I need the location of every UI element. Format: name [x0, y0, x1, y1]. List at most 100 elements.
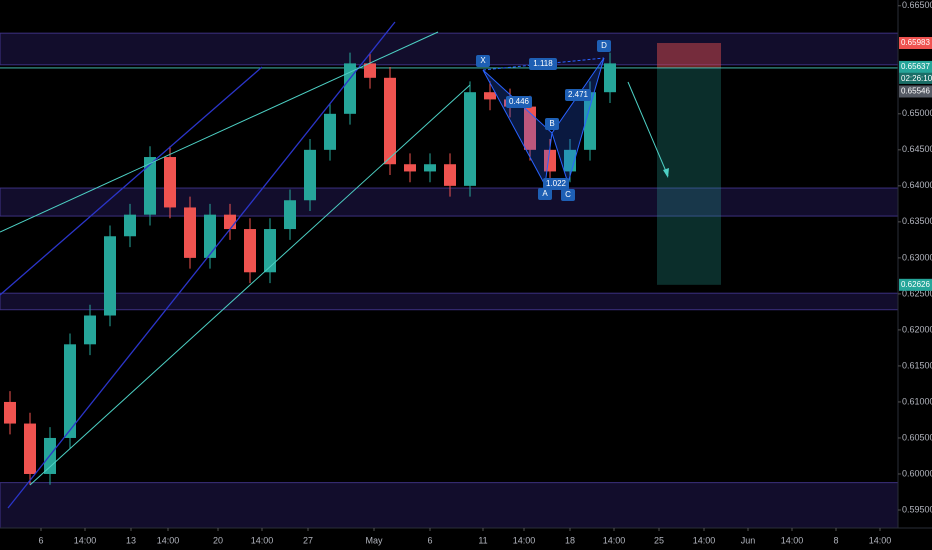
candle-body: [364, 63, 376, 78]
candle-body: [84, 315, 96, 345]
zone: [0, 292, 899, 311]
candle-body: [584, 92, 596, 150]
candle-body: [164, 157, 176, 208]
point-label: B: [549, 119, 554, 128]
y-tick-label: 0.62500: [902, 288, 932, 298]
x-tick-label: 14:00: [603, 535, 626, 545]
point-box: [597, 40, 611, 52]
candle-body: [304, 149, 316, 201]
zone: [0, 32, 899, 66]
x-tick-label: 14:00: [74, 535, 97, 545]
candle-body: [444, 164, 456, 186]
x-tick-label: 14:00: [157, 535, 180, 545]
trend-line: [0, 31, 439, 233]
point-box: [538, 188, 552, 200]
x-tick-label: 20: [213, 535, 223, 545]
price-tag: [899, 278, 932, 291]
ratio-box: [529, 58, 557, 70]
x-tick-label: 13: [126, 535, 136, 545]
y-tick-label: 0.61000: [902, 396, 932, 406]
price-tag-label: 0.62626: [901, 280, 930, 289]
x-tick-label: 11: [478, 535, 487, 545]
x-tick-label: Jun: [741, 535, 756, 545]
x-tick-label: 25: [654, 535, 664, 545]
candle-body: [184, 207, 196, 258]
candle-body: [464, 92, 476, 186]
y-tick-label: 0.62000: [902, 324, 932, 334]
zone: [0, 482, 899, 529]
stop-zone: [657, 43, 721, 68]
ratio-box: [565, 89, 591, 101]
candle-body: [264, 229, 276, 273]
point-box: [476, 55, 490, 67]
price-tag-label: 0.65983: [901, 38, 930, 47]
y-tick-label: 0.61500: [902, 360, 932, 370]
countdown: 02:26:10: [901, 74, 932, 83]
price-tag-label: 0.65546: [901, 87, 930, 96]
countdown-box: [899, 72, 932, 84]
candle-body: [384, 77, 396, 165]
point-box: [545, 118, 559, 130]
trend-line: [0, 66, 263, 296]
candle-body: [124, 214, 136, 237]
y-tick-label: 0.59500: [902, 504, 932, 514]
candle-body: [4, 401, 16, 424]
ratio-label: 2.471: [568, 90, 589, 99]
zone: [0, 187, 899, 217]
candle-body: [524, 106, 536, 150]
point-label: A: [542, 189, 548, 198]
candle-body: [604, 63, 616, 93]
candle-body: [204, 214, 216, 258]
x-tick-label: 18: [565, 535, 575, 545]
point-label: D: [601, 41, 607, 50]
y-tick-label: 0.63500: [902, 216, 932, 226]
point-label: X: [480, 56, 486, 65]
price-tag: [899, 60, 932, 73]
x-tick-label: 8: [833, 535, 838, 545]
x-tick-label: 14:00: [869, 535, 892, 545]
ratio-box: [506, 96, 532, 108]
price-tag-label: 0.65637: [901, 62, 930, 71]
arrow-head: [663, 168, 669, 178]
trend-line: [7, 21, 396, 509]
candle-body: [324, 113, 336, 150]
y-tick-label: 0.66500: [902, 0, 932, 10]
candle-body: [104, 236, 116, 316]
ratio-label: 1.022: [546, 179, 567, 188]
y-tick-label: 0.60500: [902, 432, 932, 442]
arrow: [627, 81, 669, 177]
point-box: [561, 189, 575, 201]
x-tick-label: 6: [38, 535, 43, 545]
drawings: X A B C D 1.118 0.446 2.471 1.022: [0, 21, 669, 509]
candle-body: [144, 157, 156, 215]
point-label: C: [565, 190, 571, 199]
ratio-box: [543, 178, 569, 190]
candle-body: [404, 164, 416, 172]
candle-body: [544, 149, 556, 172]
candle-body: [284, 200, 296, 230]
x-tick-label: 14:00: [693, 535, 716, 545]
trend-line: [29, 84, 471, 486]
x-tick-label: 27: [303, 535, 313, 545]
ratio-label: 1.118: [533, 59, 553, 68]
price-tag: [899, 37, 932, 50]
ratio-label: 0.446: [509, 97, 530, 106]
y-tick-label: 0.60000: [902, 468, 932, 478]
price-tag: [899, 85, 932, 98]
y-tick-label: 0.64000: [902, 180, 932, 190]
y-tick-label: 0.63000: [902, 252, 932, 262]
target-zone: [657, 67, 721, 285]
candle-body: [424, 164, 436, 172]
candle-body: [24, 423, 36, 474]
candle-body: [64, 344, 76, 438]
x-tick-label: 14:00: [513, 535, 536, 545]
y-tick-label: 0.65000: [902, 108, 932, 118]
axis: 0.66500 0.65000 0.64500 0.64000 0.63500 0.630…: [38, 0, 932, 545]
candle-body: [244, 229, 256, 273]
x-tick-label: 14:00: [251, 535, 274, 545]
y-tick-label: 0.64500: [902, 144, 932, 154]
x-tick-label: 14:00: [781, 535, 804, 545]
x-tick-label: 6: [427, 535, 432, 545]
